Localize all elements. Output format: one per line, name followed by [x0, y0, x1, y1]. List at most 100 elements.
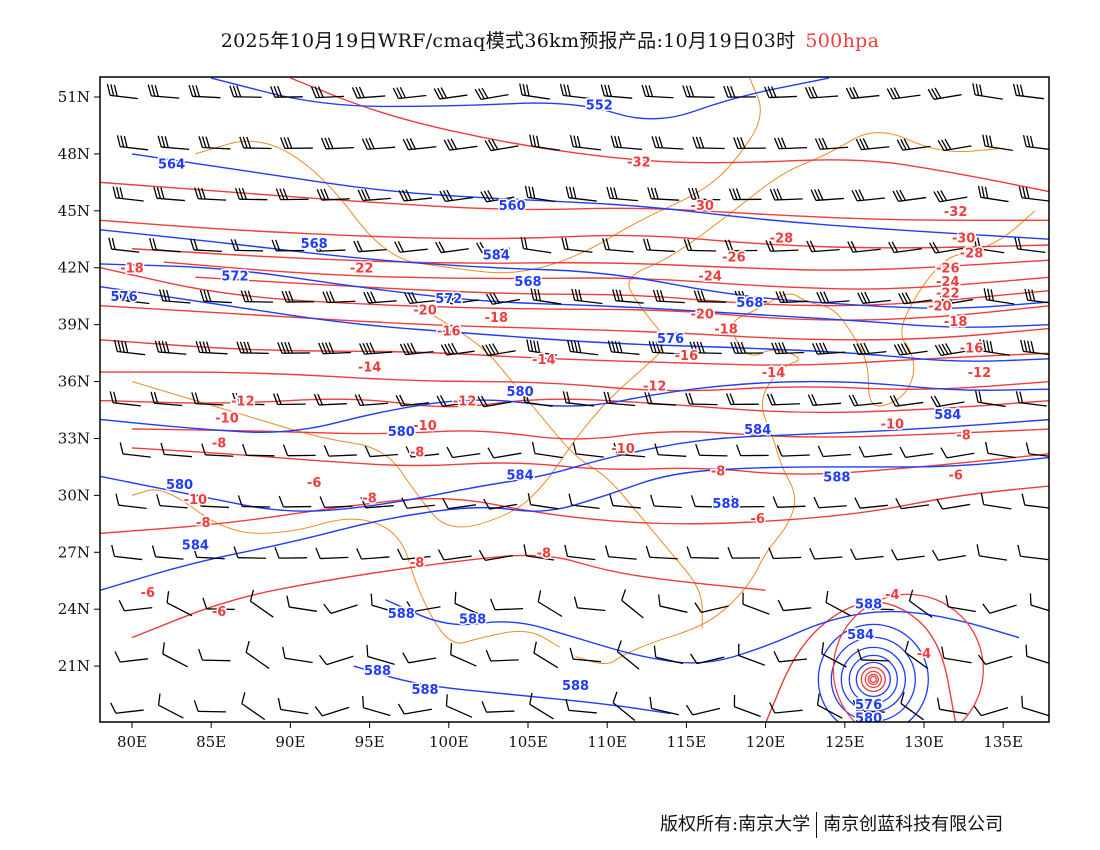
height-label: 564: [158, 157, 185, 172]
wind-barb: [899, 446, 934, 459]
temperature-label: -24: [936, 275, 960, 290]
wind-barb: [111, 544, 143, 561]
wind-barb: [233, 546, 266, 559]
wind-barb: [108, 237, 140, 253]
wind-barb: [440, 342, 475, 356]
boundary-line: [195, 77, 761, 274]
wind-barb: [1021, 493, 1049, 510]
height-label: 580: [855, 711, 882, 726]
lat-tick-label: 36N: [58, 373, 90, 391]
wind-barb: [973, 236, 1005, 254]
wind-barb: [854, 497, 888, 509]
wind-barb: [735, 444, 769, 457]
temperature-label: -16: [437, 324, 461, 339]
wind-barb: [1029, 593, 1049, 614]
height-label: 568: [736, 296, 763, 311]
wind-barb: [562, 391, 594, 407]
wind-barb: [606, 186, 638, 202]
wind-barb: [937, 138, 972, 152]
wind-barb: [602, 237, 634, 253]
temperature-label: -14: [532, 353, 556, 368]
wind-barb: [571, 288, 603, 305]
typhoon-warm-ring: [832, 593, 984, 722]
temperature-label: -18: [944, 315, 968, 330]
wind-barb: [904, 640, 929, 670]
wind-barb: [322, 291, 356, 304]
map-frame: [99, 76, 1050, 723]
wind-barb: [927, 87, 962, 100]
height-label: 588: [388, 607, 415, 622]
wind-barb: [931, 549, 966, 561]
wind-barb: [406, 601, 441, 613]
wind-barb: [397, 703, 432, 715]
wind-barb: [439, 189, 474, 203]
lat-tick-label: 45N: [58, 202, 90, 220]
temperature-label: -6: [141, 586, 155, 601]
wind-barb: [730, 341, 763, 354]
wind-barb: [982, 134, 1013, 151]
temperature-label: -28: [960, 247, 984, 262]
wind-barb: [1020, 339, 1049, 356]
temperature-label: -10: [215, 412, 239, 427]
wind-barb: [316, 188, 350, 201]
height-label: 576: [111, 290, 138, 305]
wind-barb: [689, 341, 722, 355]
lat-tick-label: 48N: [58, 145, 90, 163]
wind-barb: [572, 442, 604, 458]
wind-barb: [888, 241, 922, 254]
height-contour-560: [131, 153, 1049, 240]
wind-barb: [480, 190, 515, 203]
temperature-label: -28: [770, 231, 794, 246]
wind-barb: [612, 289, 644, 304]
wind-barb: [234, 187, 268, 201]
wind-barb: [194, 187, 227, 201]
wind-barb: [282, 444, 316, 457]
wind-barb: [653, 645, 684, 665]
wind-barb: [810, 188, 844, 202]
wind-barb: [766, 393, 800, 406]
wind-barb: [861, 597, 894, 611]
temperature-contour--6: [131, 554, 766, 639]
temperature-contour--4: [765, 601, 957, 722]
wind-barb: [936, 498, 971, 510]
wind-barb: [114, 651, 149, 663]
height-label: 572: [221, 269, 248, 284]
wind-barb: [188, 84, 221, 99]
temperature-label: -30: [690, 199, 714, 214]
wind-barb: [392, 86, 427, 100]
wind-barb: [364, 445, 399, 458]
wind-barb: [274, 546, 308, 559]
wind-barb: [157, 135, 190, 151]
wind-barb: [402, 652, 437, 664]
copyright-left: 版权所有:南京大学: [660, 814, 811, 835]
wind-barb: [886, 87, 921, 100]
temperature-label: -16: [960, 341, 984, 356]
wind-barb: [485, 649, 519, 662]
wind-barb: [195, 341, 228, 355]
temperature-label: -4: [917, 647, 931, 662]
temperature-label: -6: [750, 512, 764, 527]
height-contour-568: [100, 229, 1049, 309]
wind-barb: [685, 392, 718, 406]
wind-barb: [852, 342, 887, 356]
wind-barb: [940, 447, 975, 459]
temperature-label: -10: [184, 493, 208, 508]
wind-barb: [249, 589, 274, 618]
temperature-contour--10: [131, 428, 1049, 440]
wind-barb: [526, 339, 557, 356]
lat-tick-label: 27N: [58, 543, 90, 561]
wind-barb: [232, 392, 265, 406]
height-label: 584: [507, 469, 534, 484]
wind-barb: [769, 702, 803, 714]
wind-barb: [240, 290, 274, 303]
wind-barb: [436, 395, 471, 407]
wind-barb: [893, 342, 928, 356]
wind-barb: [112, 186, 144, 202]
wind-barb: [857, 648, 890, 662]
height-label: 588: [562, 679, 589, 694]
wind-barb: [649, 696, 679, 716]
wind-barb: [521, 390, 553, 408]
temperature-label: -20: [928, 300, 952, 315]
wind-barb: [728, 188, 762, 201]
wind-barb: [900, 692, 925, 721]
